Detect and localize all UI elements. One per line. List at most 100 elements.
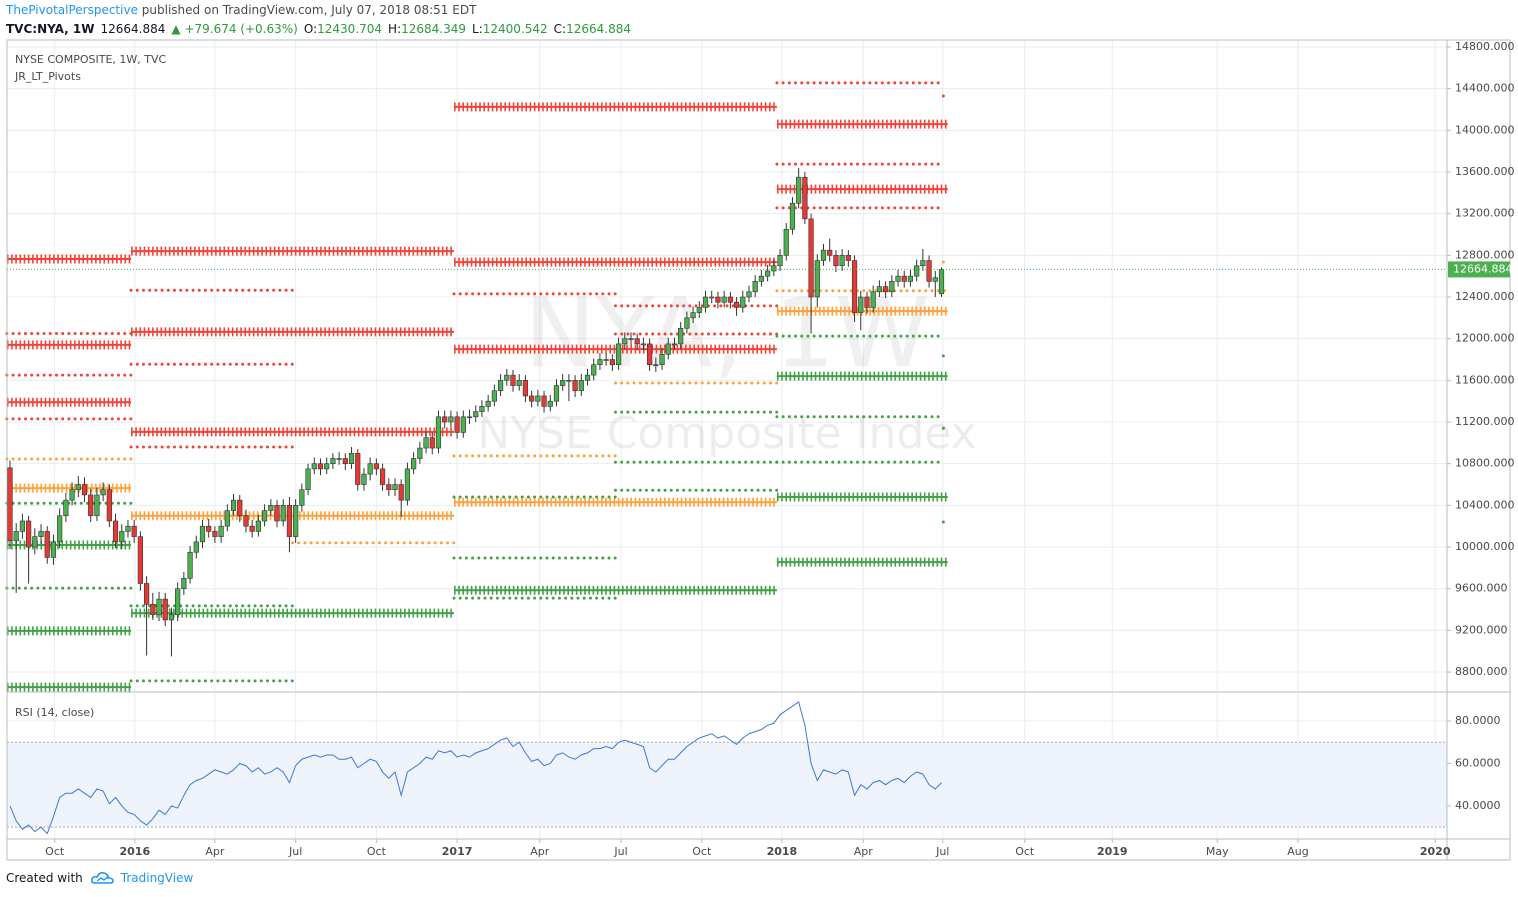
candle-body bbox=[44, 531, 50, 558]
candle-body bbox=[38, 531, 44, 537]
candle-body bbox=[553, 385, 560, 402]
candle-body bbox=[255, 520, 261, 532]
candle-body bbox=[659, 354, 665, 366]
pane-title: RSI (14, close) bbox=[15, 706, 94, 719]
candle-body bbox=[212, 531, 218, 537]
candle-body bbox=[268, 505, 274, 511]
candle-body bbox=[740, 296, 746, 308]
x-tick-label: 2019 bbox=[1097, 845, 1128, 858]
candle-body bbox=[106, 489, 112, 522]
candle-body bbox=[914, 265, 920, 277]
candle-body bbox=[783, 228, 789, 256]
x-tick-label: Jul bbox=[288, 845, 302, 858]
candle-body bbox=[112, 520, 119, 543]
candle-body bbox=[858, 296, 864, 313]
candle-body bbox=[504, 374, 510, 381]
publish-info: published on TradingView.com, July 07, 2… bbox=[141, 3, 477, 17]
candle-body bbox=[230, 499, 237, 511]
rsi-line bbox=[9, 701, 942, 835]
y-tick-label: 12800.000 bbox=[1455, 248, 1515, 261]
y-tick-label: 8800.000 bbox=[1455, 665, 1508, 678]
y-tick-label: 60.0000 bbox=[1455, 756, 1501, 769]
ohlc-key: L: bbox=[472, 22, 483, 36]
ohlc-key: O: bbox=[303, 22, 318, 36]
candle-body bbox=[373, 463, 379, 470]
candle-body bbox=[423, 437, 429, 449]
ohlc-key: C: bbox=[553, 22, 567, 36]
candle-body bbox=[50, 541, 57, 558]
candle-body bbox=[398, 484, 404, 501]
x-tick-label: Apr bbox=[854, 845, 874, 858]
indicator-label: JR_LT_Pivots bbox=[14, 70, 81, 83]
y-tick-label: 40.0000 bbox=[1455, 799, 1501, 812]
candle-body bbox=[491, 390, 497, 402]
candle-body bbox=[678, 327, 684, 345]
x-tick-label: Oct bbox=[367, 845, 387, 858]
candle-body bbox=[671, 343, 678, 346]
candle-body bbox=[206, 525, 212, 532]
rsi-band bbox=[7, 742, 1447, 828]
candle-body bbox=[529, 395, 535, 402]
candle-body bbox=[820, 249, 827, 261]
ohlc-key: H: bbox=[388, 22, 402, 36]
y-tick-label: 14000.000 bbox=[1455, 123, 1515, 136]
candle-body bbox=[814, 260, 820, 298]
candle-body bbox=[100, 489, 106, 496]
candle-body bbox=[26, 520, 32, 548]
candle-body bbox=[535, 395, 541, 402]
candle-body bbox=[137, 536, 143, 584]
x-tick-label: Aug bbox=[1287, 845, 1308, 858]
candle-body bbox=[466, 416, 473, 419]
candle-body bbox=[541, 395, 547, 407]
candle-body bbox=[709, 296, 715, 299]
candle-body bbox=[845, 255, 851, 261]
x-tick-label: 2016 bbox=[119, 845, 150, 858]
candle-body bbox=[802, 176, 808, 220]
candle-body bbox=[634, 338, 640, 345]
candle-body bbox=[88, 494, 94, 517]
candle-body bbox=[522, 380, 529, 397]
candle-body bbox=[243, 515, 249, 527]
last-price: 12664.884 bbox=[100, 22, 166, 36]
candle-body bbox=[454, 416, 460, 433]
candle-body bbox=[547, 400, 553, 407]
candle-body bbox=[448, 416, 454, 423]
candle-body bbox=[883, 286, 889, 293]
candle-body bbox=[168, 614, 175, 621]
tradingview-link[interactable]: TradingView bbox=[120, 871, 194, 885]
candle-body bbox=[516, 380, 522, 386]
candle-body bbox=[460, 416, 466, 433]
x-tick-label: Jul bbox=[613, 845, 627, 858]
candle-body bbox=[187, 551, 193, 579]
last-price-box bbox=[1448, 261, 1510, 278]
candle-body bbox=[293, 505, 299, 537]
candle-body bbox=[833, 255, 839, 267]
candle-body bbox=[851, 260, 858, 313]
candle-body bbox=[199, 525, 206, 543]
candle-body bbox=[870, 291, 876, 308]
pane-title: NYSE COMPOSITE, 1W, TVC bbox=[15, 53, 166, 66]
candle-body bbox=[311, 463, 317, 470]
candle-body bbox=[746, 291, 752, 298]
candle-body bbox=[727, 296, 733, 303]
candle-body bbox=[7, 467, 13, 542]
candle-body bbox=[429, 437, 435, 449]
candle-body bbox=[578, 380, 584, 392]
candle-body bbox=[442, 416, 448, 423]
x-tick-label: 2020 bbox=[1420, 845, 1451, 858]
y-tick-label: 10400.000 bbox=[1455, 498, 1515, 511]
y-tick-label: 14800.000 bbox=[1455, 40, 1515, 53]
candle-body bbox=[286, 505, 293, 537]
y-tick-label: 80.0000 bbox=[1455, 714, 1501, 727]
publish-line: ThePivotalPerspective published on Tradi… bbox=[6, 3, 476, 17]
x-tick-label: Jul bbox=[935, 845, 949, 858]
candle-body bbox=[473, 411, 479, 418]
publisher[interactable]: ThePivotalPerspective bbox=[6, 3, 138, 17]
x-tick-label: Oct bbox=[692, 845, 712, 858]
candle-body bbox=[261, 510, 268, 522]
candle-body bbox=[876, 286, 882, 293]
candle-body bbox=[299, 489, 305, 506]
candle-body bbox=[640, 343, 647, 346]
